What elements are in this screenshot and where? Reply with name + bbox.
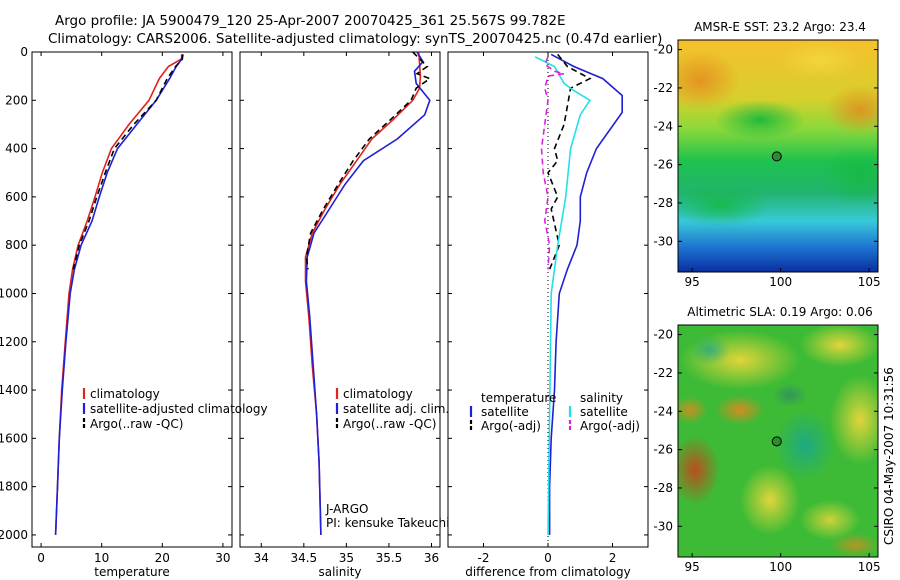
figure-title-line1: Argo profile: JA 5900479_120 25-Apr-2007… — [55, 13, 566, 29]
sst-xtick-label: 100 — [769, 275, 792, 289]
temperature-ytick-label: 0 — [20, 45, 28, 59]
salinity-series-satellite-adj-clim- — [305, 52, 431, 535]
temperature-series-satellite-adjusted-climatology — [54, 54, 183, 535]
sla-ytick-label: -24 — [653, 404, 673, 418]
salinity-xlabel: salinity — [318, 565, 361, 579]
temperature-ytick-label: 1000 — [0, 286, 28, 300]
temperature-ytick-label: 200 — [5, 93, 28, 107]
sla-map-panel: Altimetric SLA: 0.19 Argo: 0.06 -20 -22 -24… — [653, 305, 881, 574]
temperature-legend-label: satellite-adjusted climatology — [90, 402, 268, 416]
temperature-xlabel: temperature — [94, 565, 169, 579]
temperature-xtick-label: 30 — [215, 551, 230, 565]
temperature-xtick-label: 0 — [37, 551, 45, 565]
temperature-ytick-label: 600 — [5, 190, 28, 204]
difference-legend-heading: temperature — [481, 391, 556, 405]
sla-ytick-label: -28 — [653, 481, 673, 495]
salinity-legend-label: climatology — [343, 387, 413, 401]
sst-ytick-label: -28 — [653, 196, 673, 210]
difference-xtick-label: 2 — [609, 551, 617, 565]
temperature-xtick-label: 20 — [155, 551, 170, 565]
salinity-annotation-pi: PI: kensuke Takeuchi — [326, 516, 449, 530]
salinity-annotation-float: J-ARGO — [325, 502, 368, 516]
side-stamp: CSIRO 04-May-2007 10:31:56 — [882, 367, 896, 545]
salinity-xtick-label: 34 — [254, 551, 269, 565]
salinity-xtick-label: 34.5 — [290, 551, 317, 565]
temperature-ytick-label: 1800 — [0, 480, 28, 494]
sst-ytick-label: -26 — [653, 158, 673, 172]
sst-ytick-label: -30 — [653, 234, 673, 248]
sst-xtick-label: 105 — [858, 275, 881, 289]
salinity-plot-frame — [239, 51, 441, 548]
salinity-profile-panel: 34 34.5 35 35.5 36 salinity climatologysatelli… — [239, 51, 449, 579]
temperature-legend-label: Argo(..raw -QC) — [90, 417, 183, 431]
temperature-plot-frame — [31, 51, 233, 548]
difference-series-temperature-argo-adj- — [547, 53, 592, 270]
temperature-ytick-label: 1200 — [0, 335, 28, 349]
temperature-series-argo-raw-qc- — [72, 54, 184, 270]
temperature-legend-label: climatology — [90, 387, 160, 401]
sst-argo-location-marker — [771, 151, 782, 162]
sla-argo-location-marker — [771, 436, 782, 447]
salinity-series-climatology — [304, 52, 422, 535]
difference-xtick-label: -2 — [477, 551, 489, 565]
sla-ytick-label: -22 — [653, 366, 673, 380]
figure-title-line2: Climatology: CARS2006. Satellite-adjuste… — [48, 31, 662, 47]
salinity-xtick-label: 36 — [424, 551, 439, 565]
sla-xtick-label: 95 — [685, 560, 700, 574]
sst-ytick-label: -24 — [653, 119, 673, 133]
temperature-profile-panel: 0 200 400 600 800 1000 1200 1400 1600 1800 2000 0 10… — [0, 45, 268, 579]
temperature-ytick-label: 800 — [5, 238, 28, 252]
difference-series-salinity-satellite — [534, 56, 592, 535]
temperature-ytick-label: 2000 — [0, 528, 28, 542]
sst-map-panel: AMSR-E SST: 23.2 Argo: 23.4 -20 -22 -24 -26 -… — [653, 20, 881, 289]
sla-xtick-label: 105 — [858, 560, 881, 574]
temperature-ytick-label: 400 — [5, 142, 28, 156]
sla-ytick-label: -20 — [653, 328, 673, 342]
salinity-xtick-label: 35 — [339, 551, 354, 565]
sla-xtick-label: 100 — [769, 560, 792, 574]
temperature-xtick-label: 10 — [94, 551, 109, 565]
difference-legend-label: satellite — [580, 405, 628, 419]
sst-xtick-label: 95 — [685, 275, 700, 289]
sla-ytick-label: -30 — [653, 519, 673, 533]
temperature-ytick-label: 1400 — [0, 383, 28, 397]
difference-series-temperature-satellite — [548, 53, 623, 535]
difference-legend-label: Argo(-adj) — [580, 419, 640, 433]
difference-xtick-label: 0 — [544, 551, 552, 565]
sst-ytick-label: -22 — [653, 81, 673, 95]
sla-map-title: Altimetric SLA: 0.19 Argo: 0.06 — [687, 305, 872, 319]
difference-legend-heading: salinity — [580, 391, 623, 405]
difference-xlabel: difference from climatology — [465, 565, 631, 579]
salinity-xtick-label: 35.5 — [376, 551, 403, 565]
salinity-legend-label: Argo(..raw -QC) — [343, 417, 436, 431]
temperature-ytick-label: 1600 — [0, 431, 28, 445]
salinity-series-argo-raw-qc- — [305, 52, 432, 270]
salinity-legend-label: satellite adj. clim. — [343, 402, 449, 416]
sla-ytick-label: -26 — [653, 443, 673, 457]
temperature-series-climatology — [54, 54, 184, 535]
sst-ytick-label: -20 — [653, 43, 673, 57]
difference-series-salinity-argo-adj- — [540, 56, 565, 270]
difference-legend-label: satellite — [481, 405, 529, 419]
sst-map-title: AMSR-E SST: 23.2 Argo: 23.4 — [694, 20, 866, 34]
difference-legend-label: Argo(-adj) — [481, 419, 541, 433]
